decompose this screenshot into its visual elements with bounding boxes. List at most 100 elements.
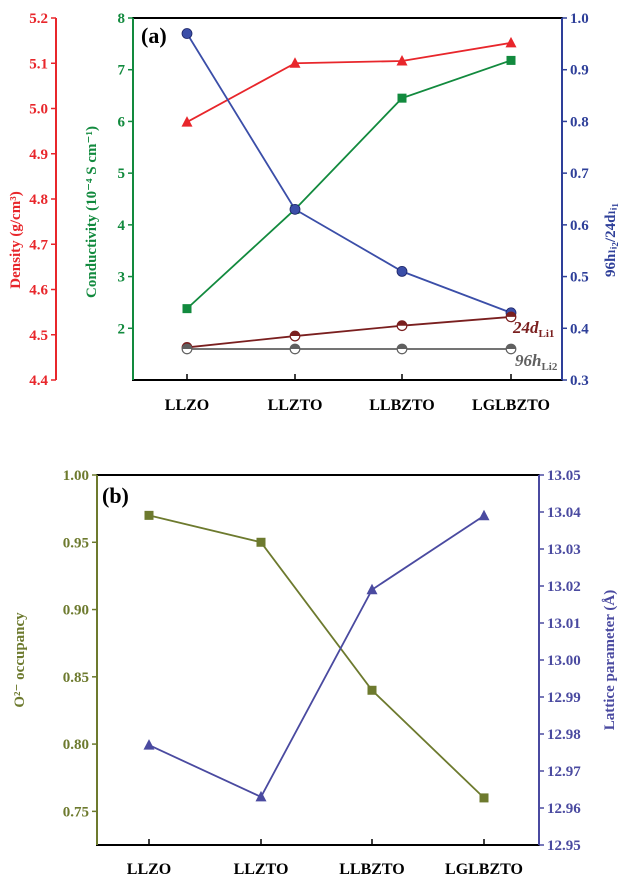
density-axis-tick-label: 4.4 <box>29 373 48 389</box>
density-axis-label: Density (g/cm³) <box>8 191 24 288</box>
ratio-axis-tick-label: 0.3 <box>570 373 589 389</box>
ratio-axis-tick-label: 0.7 <box>570 166 589 182</box>
conductivity-axis-tick-label: 2 <box>118 321 126 337</box>
series-0-point <box>181 116 193 127</box>
panel-b-label: (b) <box>102 483 129 508</box>
series-4-point <box>181 343 193 355</box>
panel-a-label: (a) <box>141 23 167 48</box>
lattice-axis-tick-label: 13.05 <box>547 468 581 484</box>
series-2-line <box>186 33 512 314</box>
lattice-axis-tick-label: 12.97 <box>547 764 581 780</box>
ratio-axis-tick-label: 0.5 <box>570 270 589 286</box>
b-series-1-point <box>143 739 155 750</box>
b-series-0-point <box>256 537 266 547</box>
occupancy-axis-tick-label: 0.80 <box>63 737 89 753</box>
series-4-point-fill <box>506 344 516 349</box>
ratio-axis-tick-label: 0.9 <box>570 63 589 79</box>
series-3-point-fill <box>506 312 516 317</box>
x-tick-label: LLZO <box>127 861 171 878</box>
series-3-point <box>396 320 408 332</box>
lattice-axis-tick-label: 13.01 <box>547 616 581 632</box>
conductivity-axis-tick-label: 4 <box>118 218 126 234</box>
panel-a-frame <box>132 17 563 381</box>
density-axis-tick-label: 4.5 <box>29 328 48 344</box>
occupancy-axis-tick-label: 0.90 <box>63 603 89 619</box>
x-tick-label: LLBZTO <box>369 397 435 414</box>
series-4-point <box>289 343 301 355</box>
ratio-axis-tick-label: 0.6 <box>570 218 589 234</box>
ratio-axis-label: 96hₗᵢ₂/24dₗᵢ₁ <box>603 203 619 277</box>
series-label-24d: 24dLi1 <box>512 318 554 340</box>
occupancy-axis-tick-label: 0.85 <box>63 670 89 686</box>
density-axis-tick-label: 4.9 <box>29 147 48 163</box>
panel-b-chart: (b) O²⁻ occupancy Lattice parameter (Å) … <box>12 468 618 878</box>
lattice-axis-tick-label: 13.03 <box>547 542 581 558</box>
series-0-point <box>289 57 301 68</box>
x-tick-label: LLZTO <box>268 397 323 414</box>
b-series-0-point <box>479 793 489 803</box>
b-series-1-line <box>148 514 485 799</box>
series-0-point <box>396 54 408 66</box>
lattice-axis-tick-label: 12.96 <box>547 801 581 817</box>
panel-a-chart: (a) Density (g/cm³) Conductivity (10⁻⁴ S… <box>8 11 619 414</box>
series-2-point <box>289 203 301 215</box>
lattice-axis-tick-label: 12.95 <box>547 838 581 854</box>
series-label-24d-sub: Li1 <box>539 328 555 340</box>
ratio-axis-tick-label: 1.0 <box>570 11 589 27</box>
occupancy-axis-tick-label: 0.75 <box>63 804 89 820</box>
b-series-0-point <box>367 685 377 695</box>
series-1-line <box>186 59 512 310</box>
series-label-96h-sub: Li2 <box>541 361 557 373</box>
occupancy-axis-tick-label: 0.95 <box>63 535 89 551</box>
b-series-0-point <box>144 510 154 520</box>
lattice-axis-tick-label: 13.00 <box>547 653 581 669</box>
series-3-point <box>289 330 301 342</box>
b-series-0-line <box>148 514 485 799</box>
series-label-96h: 96hLi2 <box>515 351 558 373</box>
lattice-axis-label: Lattice parameter (Å) <box>602 590 618 731</box>
lattice-axis-tick-label: 13.02 <box>547 579 581 595</box>
conductivity-axis-tick-label: 3 <box>118 270 126 286</box>
x-tick-label: LLBZTO <box>339 861 405 878</box>
series-1-point <box>506 55 516 65</box>
series-1-point <box>397 93 407 103</box>
x-tick-label: LLZO <box>165 397 209 414</box>
series-4-point-fill <box>397 344 407 349</box>
series-4-point <box>396 343 408 355</box>
series-3-point <box>505 311 517 323</box>
lattice-axis-tick-label: 12.98 <box>547 727 581 743</box>
ratio-axis-tick-label: 0.4 <box>570 321 589 337</box>
series-4-point-fill <box>182 344 192 349</box>
occupancy-axis-tick-label: 1.00 <box>63 468 89 484</box>
series-1-point <box>182 304 192 314</box>
panel-b-frame <box>96 474 540 846</box>
conductivity-axis-tick-label: 7 <box>118 63 126 79</box>
series-4-point <box>505 343 517 355</box>
b-series-1-point <box>255 790 267 802</box>
b-series-1-point <box>478 509 490 521</box>
series-label-24d-main: 24d <box>512 318 539 337</box>
x-tick-label: LLZTO <box>234 861 289 878</box>
conductivity-axis-tick-label: 5 <box>118 166 126 182</box>
ratio-axis-tick-label: 0.8 <box>570 114 589 130</box>
series-3-point-fill <box>397 320 407 326</box>
series-2-point <box>396 265 408 277</box>
density-axis-tick-label: 4.8 <box>29 192 48 208</box>
series-label-96h-main: 96h <box>515 351 541 370</box>
x-tick-label: LGLBZTO <box>445 861 523 878</box>
series-2-point <box>181 28 193 39</box>
b-series-1-point <box>366 583 378 595</box>
series-0-point <box>505 36 517 48</box>
conductivity-axis-tick-label: 8 <box>118 11 126 27</box>
density-axis-tick-label: 5.0 <box>29 102 48 118</box>
series-3-line <box>186 316 512 349</box>
density-axis-tick-label: 4.6 <box>29 283 48 299</box>
x-tick-label: LGLBZTO <box>472 397 550 414</box>
series-4-point-fill <box>290 344 300 349</box>
conductivity-axis-tick-label: 6 <box>118 114 126 130</box>
density-axis-tick-label: 5.1 <box>29 56 48 72</box>
density-axis-tick-label: 5.2 <box>29 11 48 27</box>
lattice-axis-tick-label: 13.04 <box>547 505 581 521</box>
lattice-axis-tick-label: 12.99 <box>547 690 581 706</box>
